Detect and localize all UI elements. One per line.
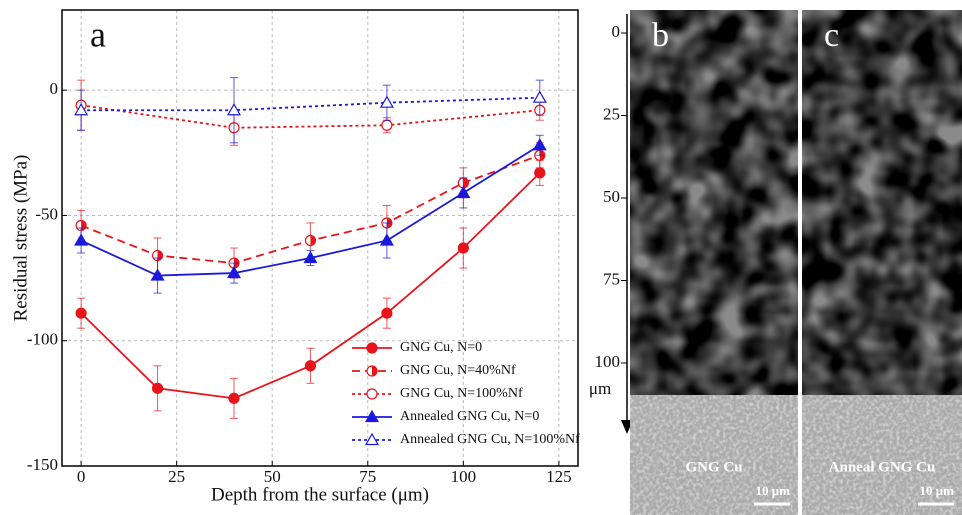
- marker: [534, 167, 546, 179]
- marker: [226, 103, 242, 116]
- marker-half: [463, 177, 469, 188]
- marker: [532, 138, 547, 151]
- point: [228, 392, 240, 404]
- y-tick-label: 0: [50, 79, 59, 98]
- point: [74, 103, 89, 116]
- scale-bar-label: 10 μm: [920, 483, 955, 498]
- legend-label: Annealed GNG Cu, N=0: [400, 409, 539, 424]
- point: [457, 242, 469, 254]
- micrograph-fine-texture: [802, 395, 962, 515]
- marker: [303, 250, 318, 264]
- depth-unit: μm: [589, 379, 611, 398]
- panel-label: c: [824, 17, 839, 54]
- marker: [228, 392, 240, 404]
- micrograph-caption: GNG Cu: [685, 459, 742, 475]
- marker: [75, 307, 87, 319]
- x-tick-label: 125: [546, 467, 572, 486]
- series-line: [81, 96, 540, 112]
- point: [303, 250, 318, 264]
- point: [151, 382, 164, 394]
- point: [532, 90, 547, 103]
- point: [534, 167, 546, 179]
- marker: [381, 119, 393, 131]
- micrograph-fine-texture: [630, 395, 798, 515]
- x-tick-label: 25: [168, 467, 185, 486]
- depth-tick-label: 50: [603, 187, 620, 206]
- marker: [74, 103, 89, 116]
- marker: [532, 90, 547, 103]
- panel-label: b: [652, 17, 669, 54]
- legend-label: GNG Cu, N=0: [400, 340, 482, 355]
- y-axis-label: Residual stress (MPa): [10, 155, 31, 322]
- marker: [226, 265, 242, 279]
- depth-tick-label: 75: [603, 269, 620, 288]
- x-tick-label: 100: [451, 467, 477, 486]
- legend-label: GNG Cu, N=100%Nf: [400, 386, 523, 401]
- depth-tick-label: 25: [603, 104, 620, 123]
- y-tick-label: -100: [27, 330, 58, 349]
- x-tick-label: 0: [77, 467, 86, 486]
- point: [226, 265, 242, 279]
- y-tick-label: -150: [27, 455, 58, 474]
- point: [304, 360, 317, 372]
- point: [379, 233, 394, 246]
- depth-tick-label: 100: [595, 352, 621, 371]
- x-tick-label: 75: [359, 467, 376, 486]
- x-tick-label: 50: [264, 467, 281, 486]
- point: [304, 234, 317, 247]
- y-tick-label: -50: [35, 204, 58, 223]
- point: [74, 233, 89, 246]
- point: [381, 307, 393, 319]
- plot-frame: [61, 9, 579, 467]
- scale-bar-label: 10 μm: [756, 483, 791, 498]
- depth-tick-label: 0: [612, 22, 621, 41]
- micrograph-caption: Anneal GNG Cu: [829, 459, 936, 475]
- point: [150, 268, 165, 281]
- marker: [364, 432, 380, 446]
- legend-label: Annealed GNG Cu, N=100%Nf: [400, 432, 580, 447]
- marker: [366, 388, 378, 400]
- marker: [381, 307, 393, 319]
- point: [226, 103, 242, 116]
- micrograph-grains: [802, 10, 962, 405]
- marker-half: [372, 366, 377, 376]
- marker: [379, 95, 394, 108]
- marker: [457, 242, 469, 254]
- panel-label: a: [90, 14, 106, 54]
- point: [532, 138, 547, 151]
- point: [75, 307, 87, 319]
- marker: [456, 185, 471, 199]
- marker: [151, 382, 164, 394]
- marker: [379, 233, 394, 246]
- legend-label: GNG Cu, N=40%Nf: [400, 363, 516, 378]
- marker: [74, 233, 89, 246]
- marker: [366, 342, 378, 354]
- marker-half: [310, 235, 316, 246]
- x-axis-label: Depth from the surface (μm): [211, 484, 429, 505]
- marker: [304, 360, 317, 372]
- marker: [364, 409, 380, 423]
- point: [381, 119, 393, 131]
- point: [456, 185, 471, 199]
- micrograph-grains: [630, 10, 798, 405]
- marker: [150, 268, 165, 281]
- point: [379, 95, 394, 108]
- series-line: [80, 104, 540, 129]
